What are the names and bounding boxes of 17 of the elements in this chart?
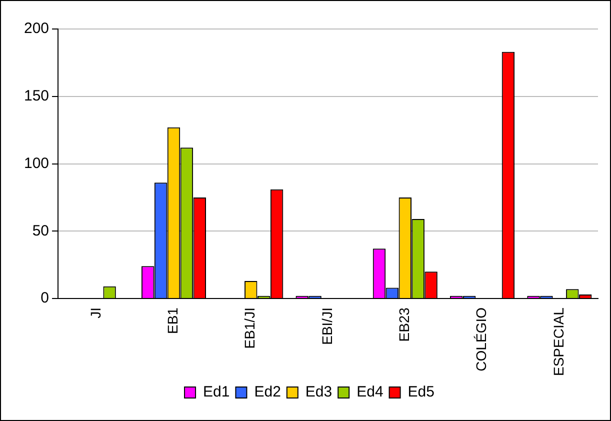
x-tick-label: EBI/JI [318, 308, 335, 345]
x-tick-label: JI [87, 308, 104, 318]
legend-label: Ed1 [203, 384, 230, 401]
y-tick-label: 200 [24, 20, 50, 38]
x-tick-label: EB1/JI [242, 308, 258, 349]
x-tick-label: EB1 [164, 307, 181, 334]
y-tick-label: 0 [40, 290, 50, 307]
y-tick-label: 100 [24, 154, 50, 172]
y-tick-label: 150 [24, 88, 50, 105]
y-tick-label: 50 [32, 222, 50, 240]
legend-label: Ed3 [305, 384, 332, 401]
legend-label: Ed4 [356, 384, 384, 401]
legend-label: Ed2 [254, 384, 281, 401]
x-tick-label: COLÉGIO [473, 307, 490, 372]
x-tick-label: EB23 [396, 307, 412, 342]
x-tick-label: ESPECIAL [550, 307, 566, 376]
legend-label: Ed5 [408, 384, 434, 401]
